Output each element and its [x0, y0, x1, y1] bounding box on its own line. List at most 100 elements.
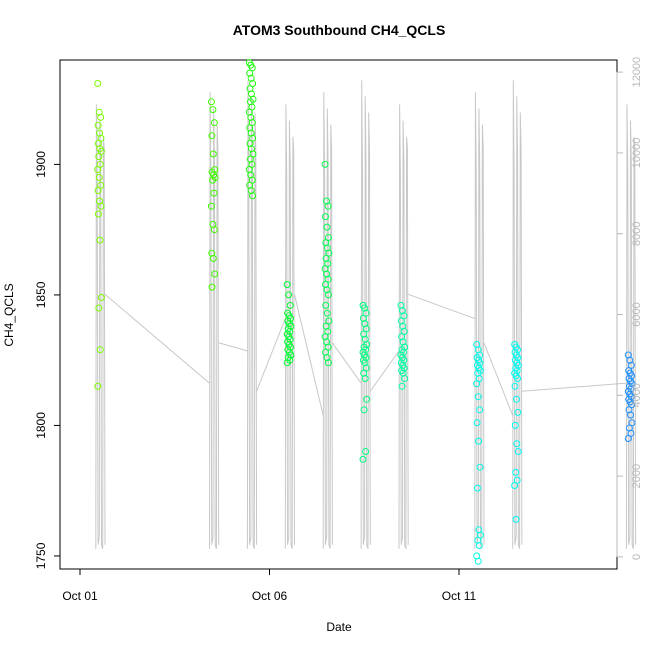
altitude-profile [512, 80, 523, 549]
data-point [511, 421, 519, 429]
y2-tick-label: 8000 [631, 221, 643, 245]
data-point [324, 202, 332, 210]
data-point [322, 301, 330, 309]
data-point [511, 382, 519, 390]
altitude-profile [322, 92, 333, 549]
altitude-profile [209, 92, 220, 549]
data-point [247, 187, 255, 194]
altitude-profile [360, 80, 371, 549]
data-point [247, 74, 255, 82]
data-point [95, 304, 103, 312]
data-point [207, 202, 215, 210]
x-axis-label: Date [326, 620, 352, 634]
data-point [97, 202, 105, 210]
altitude-transit-line [256, 318, 286, 392]
altitude-profile [246, 80, 258, 549]
data-point [361, 359, 369, 367]
data-point [208, 132, 216, 140]
data-point [94, 210, 102, 218]
data-point [322, 213, 329, 221]
data-point [285, 291, 293, 299]
data-point [249, 192, 257, 200]
data-point [210, 119, 218, 127]
data-point [96, 346, 104, 354]
x-tick-label: Oct 06 [252, 589, 288, 603]
altitude-series [95, 80, 637, 549]
data-point [323, 286, 331, 294]
data-point [473, 419, 481, 427]
data-point [512, 468, 520, 476]
plot-frame [59, 59, 618, 570]
data-point [324, 359, 332, 367]
data-point [94, 80, 102, 87]
y-axis-right: 0 2000 4000 6000 8000 10000 12000 [616, 57, 643, 560]
data-point [210, 226, 218, 234]
y-axis-label: CH4_QCLS [2, 283, 16, 346]
data-point [209, 106, 217, 114]
data-point [475, 542, 483, 549]
data-point [209, 254, 217, 262]
data-point [283, 281, 291, 288]
data-point [473, 484, 481, 492]
altitude-transit-line [218, 342, 248, 352]
data-point [321, 160, 329, 168]
data-point [512, 515, 520, 523]
altitude-transit-line [483, 342, 514, 416]
data-point [97, 294, 105, 301]
data-point [513, 440, 521, 448]
data-point [94, 166, 102, 174]
data-point [360, 406, 368, 414]
y-axis-left: 1750 1800 1850 1900 [34, 151, 61, 569]
data-point [511, 482, 519, 489]
altitude-transit-line [104, 293, 210, 384]
y2-tick-label: 2000 [631, 464, 643, 488]
data-point [473, 380, 481, 388]
data-point [401, 375, 409, 382]
data-point [363, 395, 371, 403]
y2-tick-label: 6000 [631, 302, 643, 326]
data-point [361, 375, 369, 382]
ch4-points [94, 59, 636, 565]
chart-title: ATOM3 Southbound CH4_QCLS [233, 22, 446, 38]
y-tick-label: 1800 [34, 412, 48, 439]
data-point [209, 150, 217, 158]
data-point [210, 189, 218, 197]
y2-tick-label: 0 [631, 554, 643, 560]
altitude-profile [284, 104, 295, 549]
data-point [513, 395, 520, 403]
data-point [474, 557, 482, 565]
data-point [95, 153, 103, 161]
data-point [323, 354, 331, 362]
data-point [208, 283, 216, 291]
y2-tick-label: 10000 [631, 138, 643, 169]
altitude-transit-line [331, 342, 362, 384]
altitude-transit-line [293, 294, 324, 416]
data-point [514, 448, 522, 455]
data-point [96, 129, 104, 137]
data-point [514, 408, 522, 416]
data-point [286, 301, 294, 309]
y-tick-label: 1850 [34, 281, 48, 308]
altitude-profile [625, 104, 637, 549]
data-point [476, 406, 484, 414]
data-point [398, 382, 406, 390]
data-point [475, 437, 483, 445]
y2-tick-label: 4000 [631, 383, 643, 407]
altitude-profile [474, 92, 485, 549]
data-point [96, 197, 104, 205]
data-point [94, 382, 102, 390]
data-point [474, 393, 482, 401]
x-tick-label: Oct 01 [62, 589, 98, 603]
data-point [476, 463, 484, 471]
data-point [283, 359, 291, 367]
x-axis: Oct 01 Oct 06 Oct 11 [62, 568, 477, 603]
altitude-profile [398, 104, 409, 549]
data-point [624, 435, 632, 442]
y2-tick-label: 12000 [631, 57, 643, 88]
altitude-transit-line [521, 382, 627, 392]
data-point [211, 270, 219, 278]
data-point [207, 98, 215, 106]
data-point [94, 121, 102, 129]
data-point [94, 187, 102, 194]
